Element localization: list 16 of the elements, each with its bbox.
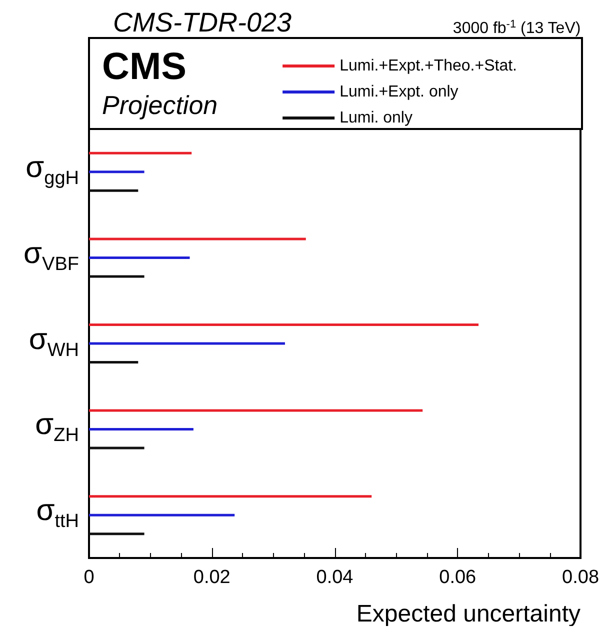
x-tick-label: 0.02 bbox=[193, 567, 230, 588]
y-tick-label: σ$_{ttH}$ bbox=[36, 493, 79, 534]
y-tick-label: σ$_{ZH}$ bbox=[35, 407, 79, 448]
x-tick-label: 0 bbox=[84, 567, 94, 588]
y-tick-label: σ$_{WH}$ bbox=[28, 322, 79, 362]
x-tick-label: 0.06 bbox=[439, 567, 476, 588]
legend-label: Lumi.+Expt. only bbox=[340, 84, 458, 100]
chart-title: CMS-TDR-023 bbox=[113, 8, 292, 38]
y-tick-label: σ$_{ggH}$ bbox=[26, 150, 79, 191]
legend-label: Lumi. only bbox=[340, 110, 412, 126]
text: CMS bbox=[102, 46, 186, 88]
x-tick-label: 0.04 bbox=[316, 567, 354, 588]
legend-label: Lumi.+Expt.+Theo.+Stat. bbox=[340, 58, 517, 74]
x-tick-label: 0.08 bbox=[562, 567, 600, 588]
text: Projection bbox=[102, 90, 218, 120]
y-tick-label: σ$_{VBF}$ bbox=[24, 236, 79, 277]
